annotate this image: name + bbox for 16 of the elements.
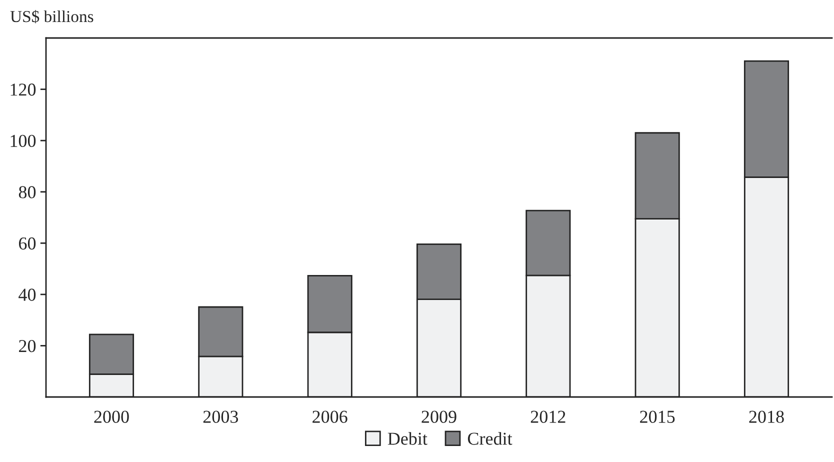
x-tick-label: 2009 — [422, 410, 456, 423]
y-tick-label: 120 — [10, 84, 36, 96]
x-tick-label: 2018 — [749, 410, 784, 423]
legend-label: Debit — [388, 432, 428, 445]
y-tick-label: 40 — [18, 288, 36, 301]
x-tick-label: 2000 — [94, 410, 129, 423]
y-tick-label: 20 — [19, 340, 36, 352]
y-tick-label: 60 — [19, 237, 36, 250]
x-tick-label: 2003 — [203, 410, 238, 423]
y-tick-label: 80 — [18, 186, 36, 198]
x-tick-label: 2015 — [640, 410, 675, 423]
x-tick-label: 2006 — [312, 410, 348, 423]
y-tick-label: 100 — [10, 134, 36, 148]
x-tick-label: 2012 — [530, 410, 566, 423]
legend-label: Credit — [468, 432, 512, 445]
y-axis-title: US$ billions — [10, 10, 94, 24]
